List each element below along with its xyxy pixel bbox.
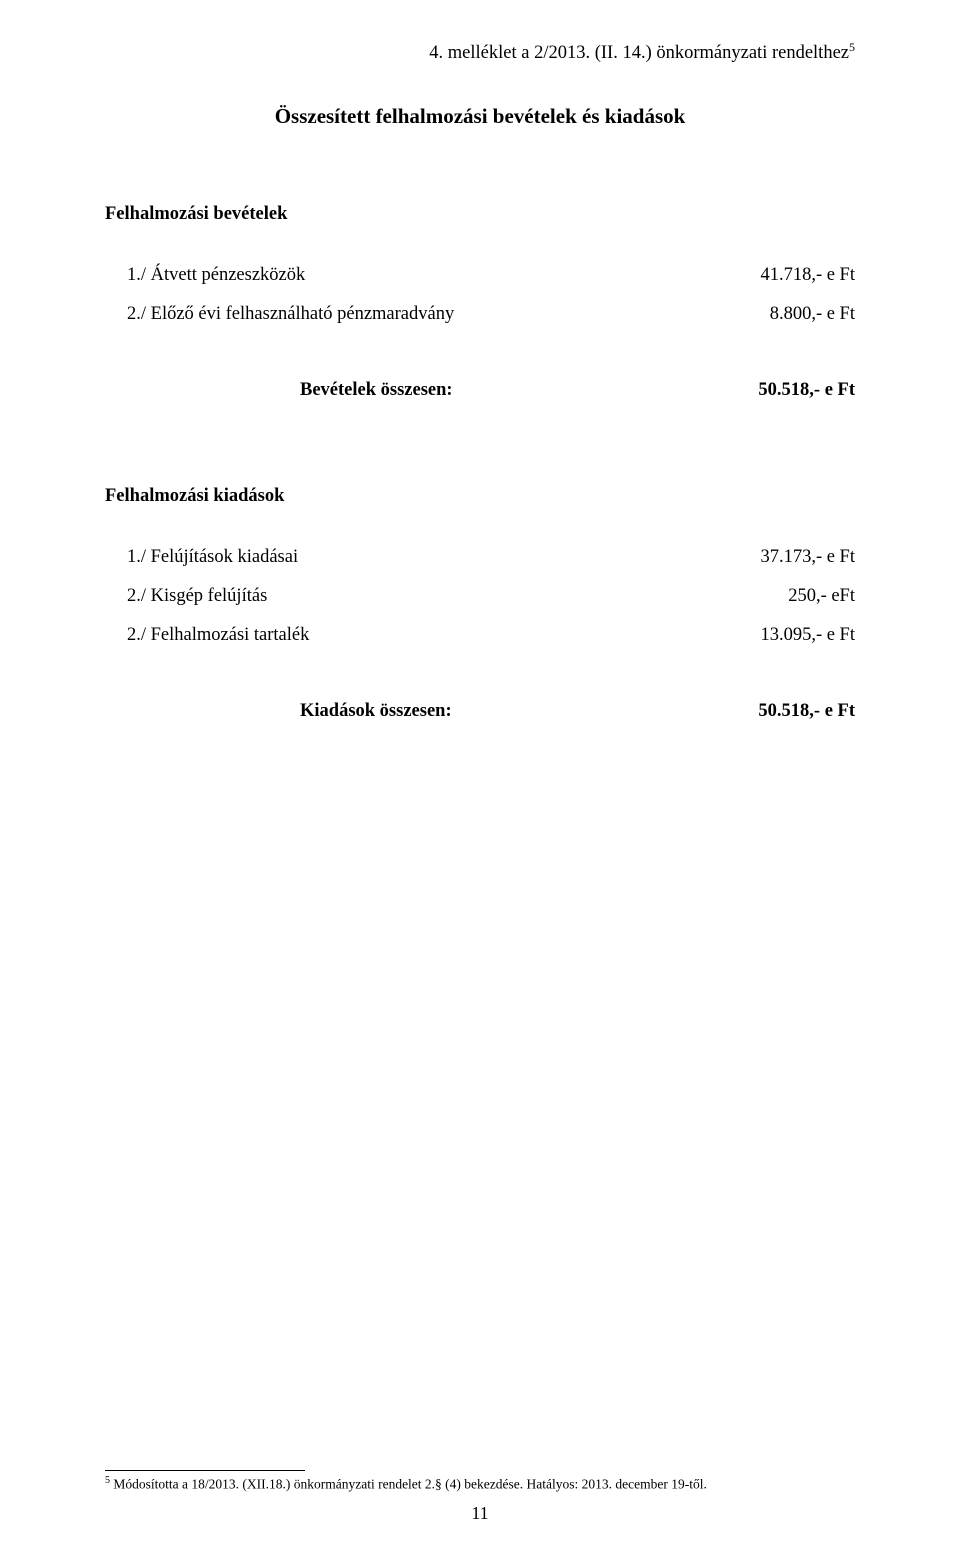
expense-row-label: 2./ Kisgép felújítás [127, 586, 267, 607]
expense-row: 1./ Felújítások kiadásai 37.173,- e Ft [105, 547, 855, 568]
revenue-row-label: 2./ Előző évi felhasználható pénzmaradvá… [127, 304, 454, 325]
footnote-rule [105, 1470, 305, 1471]
header-superscript: 5 [849, 40, 855, 54]
expenses-total-row: Kiadások összesen: 50.518,- e Ft [105, 701, 855, 722]
expense-row-value: 250,- eFt [788, 586, 855, 607]
revenues-total-label: Bevételek összesen: [300, 380, 453, 401]
footnote-area: 5 Módosította a 18/2013. (XII.18.) önkor… [105, 1470, 855, 1493]
expenses-heading: Felhalmozási kiadások [105, 486, 855, 507]
revenue-row-label: 1./ Átvett pénzeszközök [127, 265, 305, 286]
expenses-total-label: Kiadások összesen: [300, 701, 452, 722]
revenue-row-value: 8.800,- e Ft [770, 304, 855, 325]
expense-row-value: 37.173,- e Ft [760, 547, 855, 568]
expense-row-label: 2./ Felhalmozási tartalék [127, 625, 309, 646]
revenue-row: 1./ Átvett pénzeszközök 41.718,- e Ft [105, 265, 855, 286]
expense-row-value: 13.095,- e Ft [760, 625, 855, 646]
expense-row: 2./ Kisgép felújítás 250,- eFt [105, 586, 855, 607]
header-reference: 4. melléklet a 2/2013. (II. 14.) önkormá… [105, 40, 855, 64]
expense-row-label: 1./ Felújítások kiadásai [127, 547, 298, 568]
expense-row: 2./ Felhalmozási tartalék 13.095,- e Ft [105, 625, 855, 646]
revenues-heading: Felhalmozási bevételek [105, 204, 855, 225]
page-number: 11 [0, 1503, 960, 1524]
footnote-text: 5 Módosította a 18/2013. (XII.18.) önkor… [105, 1475, 855, 1493]
revenues-total-row: Bevételek összesen: 50.518,- e Ft [105, 380, 855, 401]
expenses-total-value: 50.518,- e Ft [758, 701, 855, 722]
revenues-total-value: 50.518,- e Ft [758, 380, 855, 401]
header-text: 4. melléklet a 2/2013. (II. 14.) önkormá… [429, 43, 849, 63]
page-title: Összesített felhalmozási bevételek és ki… [105, 104, 855, 129]
revenue-row: 2./ Előző évi felhasználható pénzmaradvá… [105, 304, 855, 325]
revenue-row-value: 41.718,- e Ft [760, 265, 855, 286]
footnote-body: Módosította a 18/2013. (XII.18.) önkormá… [110, 1476, 707, 1491]
